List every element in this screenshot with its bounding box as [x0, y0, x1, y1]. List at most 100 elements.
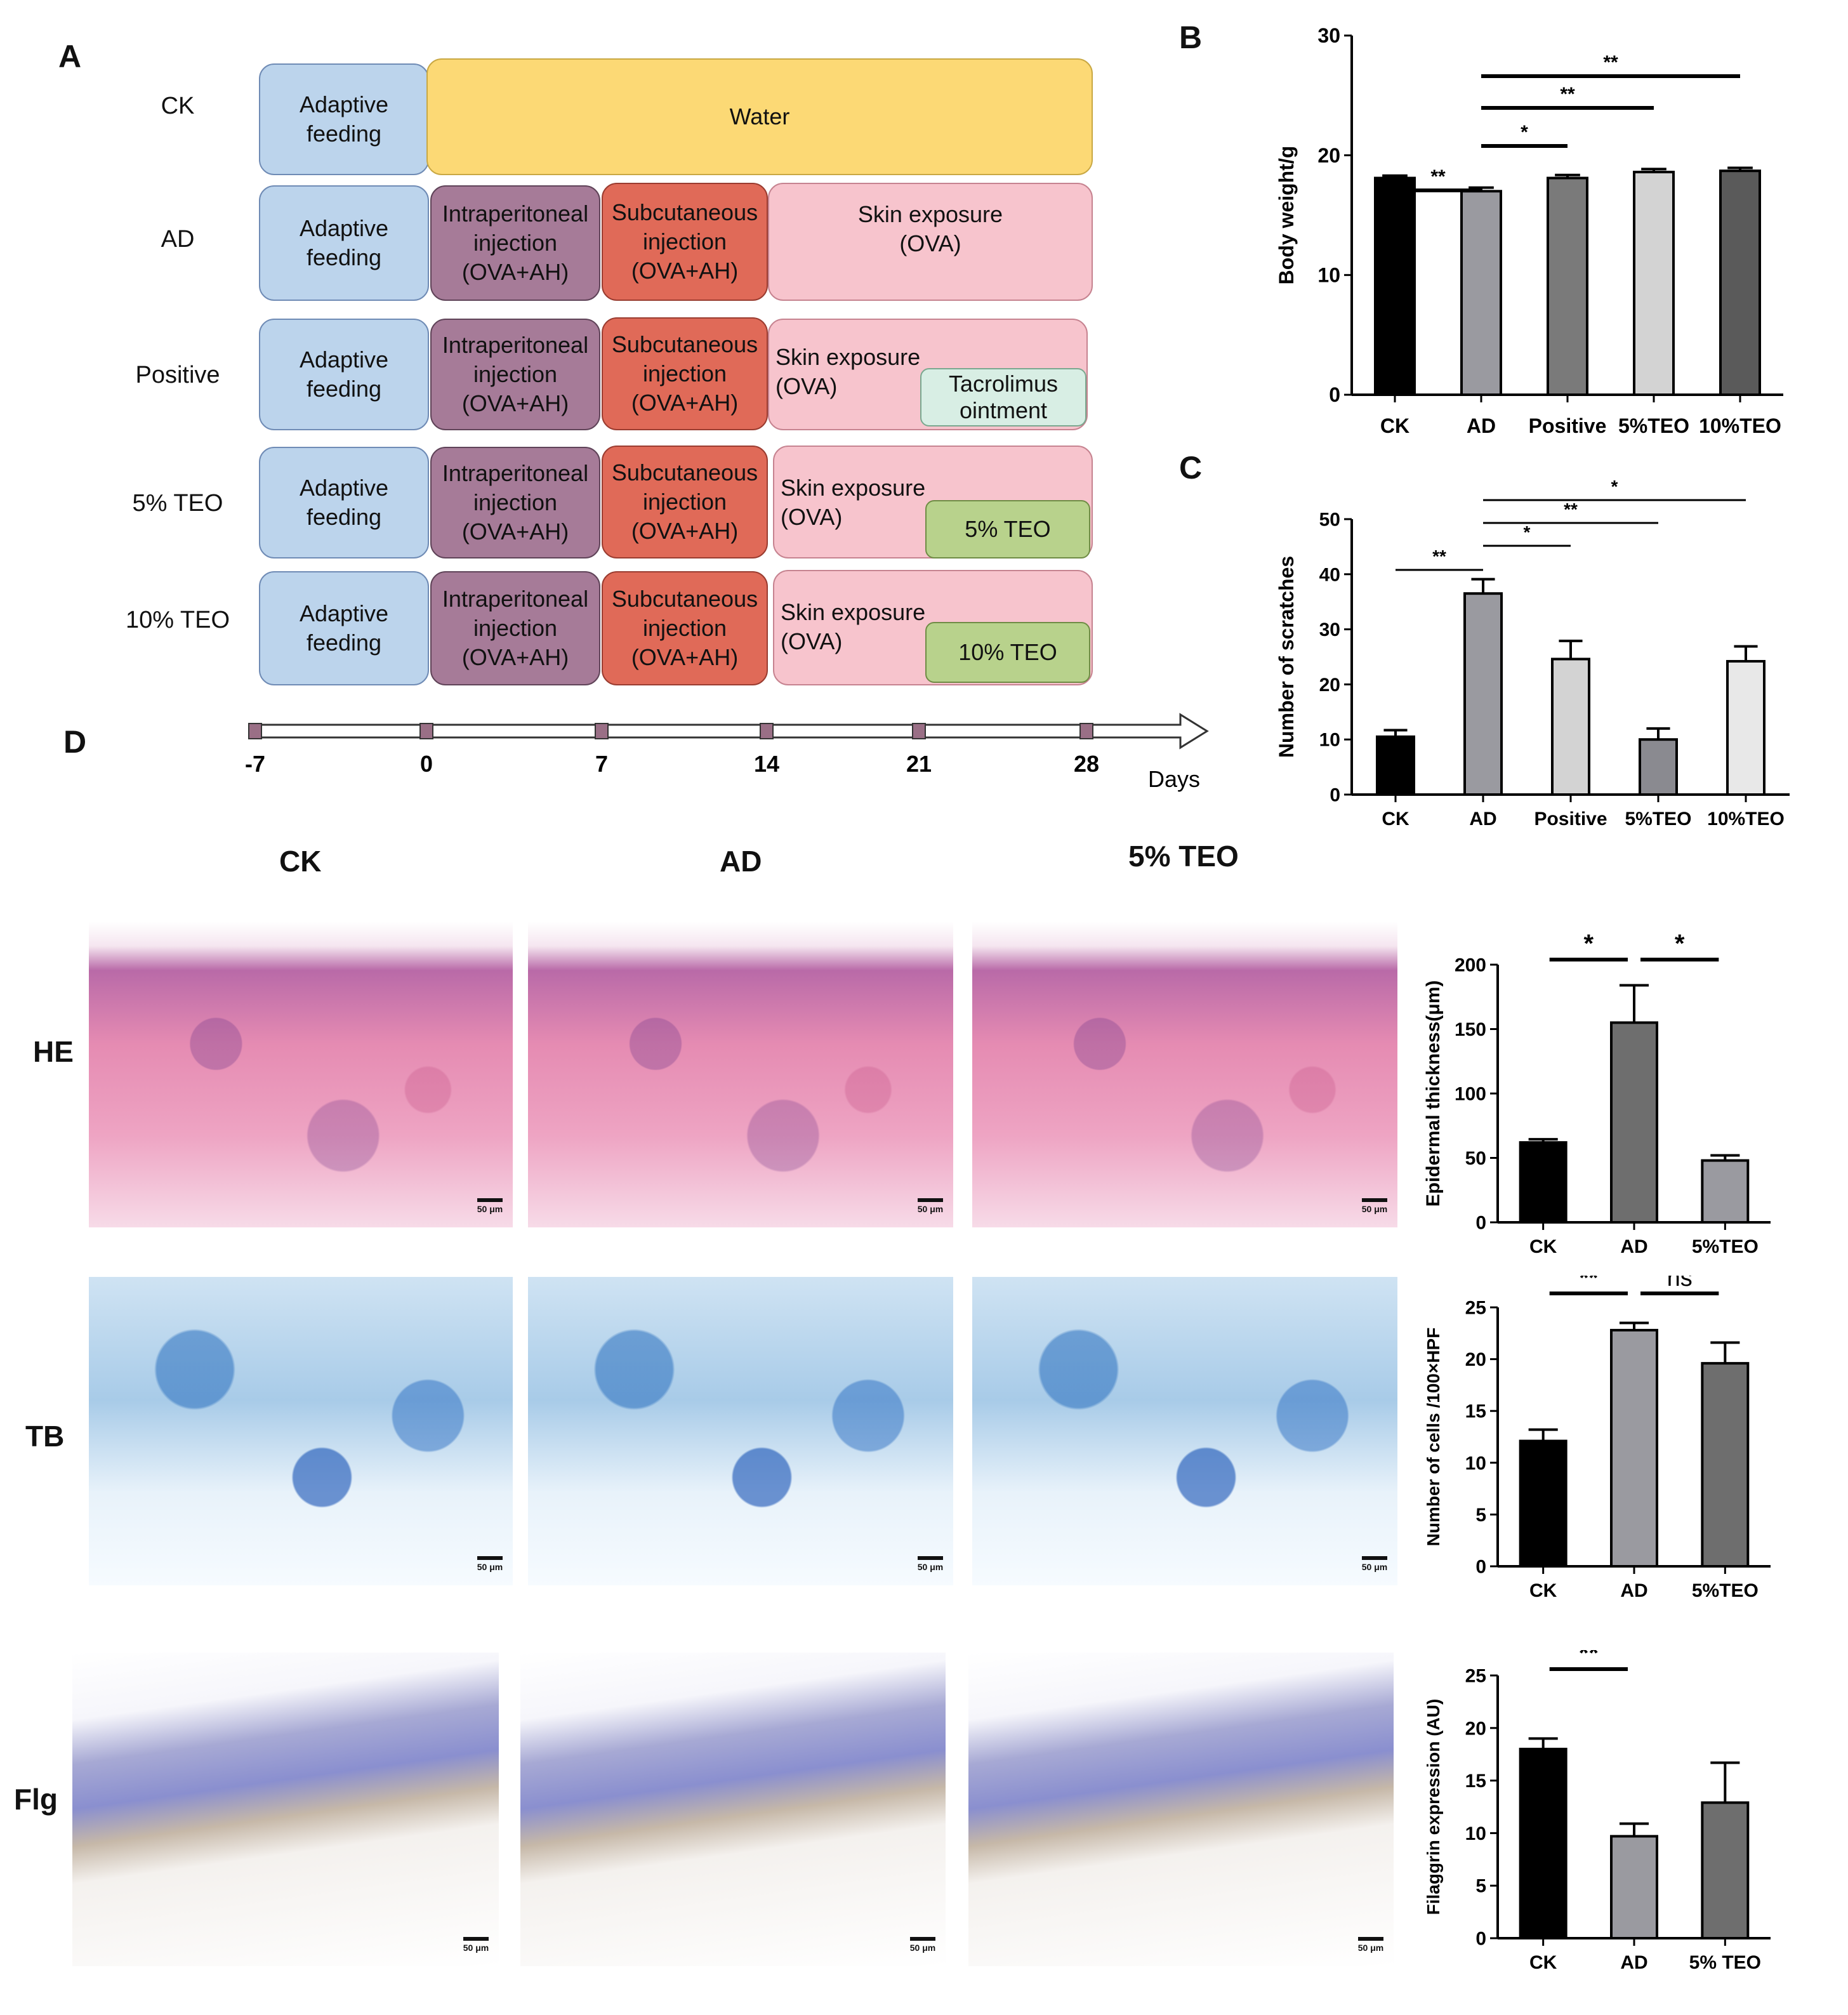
chart-filaggrin: 0 5 10 15 20 25 Filaggrin expression (AU) CK AD 5… [1423, 1650, 1771, 1973]
scale-bar: 50 μm [909, 1937, 937, 1959]
significance-label: * [1584, 933, 1594, 958]
bar [1633, 171, 1675, 396]
chart-scratches: 0 10 20 30 40 50 Number of scratches CK AD Positi… [1275, 477, 1790, 829]
x-tick-label: CK [1382, 809, 1409, 829]
x-tick-label: 10%TEO [1707, 809, 1785, 829]
y-axis-label: Epidermal thickness(μm) [1423, 981, 1444, 1207]
significance-label: ** [1430, 166, 1446, 187]
intraperitoneal-box: Intraperitoneal injection (OVA+AH) [430, 185, 600, 301]
group-label-5teo: 5% TEO [132, 490, 223, 517]
x-tick-label: AD [1620, 1952, 1647, 1973]
x-tick-label: 5%TEO [1625, 809, 1691, 829]
x-tick-label: AD [1467, 414, 1496, 437]
y-tick-label: 0 [1475, 1557, 1486, 1578]
significance-label: ** [1580, 1276, 1599, 1292]
timeline: -7 0 7 14 21 28 Days [245, 713, 1209, 792]
subcutaneous-box: Subcutaneous injection (OVA+AH) [602, 571, 768, 685]
y-tick-label: 30 [1319, 619, 1340, 640]
y-tick-label: 0 [1475, 1929, 1486, 1950]
bar [1460, 190, 1502, 396]
subcutaneous-box: Subcutaneous injection (OVA+AH) [602, 317, 768, 430]
adaptive-feeding-box: Adaptive feeding [259, 571, 429, 685]
scale-bar: 50 μm [476, 1198, 504, 1220]
timeline-tick: 7 [595, 751, 608, 777]
teo10-treatment-box: 10% TEO [925, 622, 1090, 683]
bar [1726, 659, 1766, 796]
tb-image-5teo: 50 μm [972, 1277, 1397, 1585]
y-tick-label: 5 [1475, 1505, 1486, 1526]
bar [1610, 1328, 1658, 1568]
x-tick-label: 5% TEO [1689, 1952, 1761, 1973]
x-tick-label: Positive [1534, 809, 1607, 829]
bar [1610, 1835, 1658, 1940]
timeline-unit: Days [1148, 766, 1200, 792]
x-tick-label: Positive [1529, 414, 1607, 437]
intraperitoneal-box: Intraperitoneal injection (OVA+AH) [430, 447, 600, 558]
scale-bar: 50 μm [1361, 1198, 1389, 1220]
x-tick-label: CK [1380, 414, 1409, 437]
y-tick-label: 40 [1319, 564, 1340, 585]
panel-letter-d: D [63, 724, 87, 760]
flg-image-5teo: 50 μm [968, 1653, 1394, 1966]
adaptive-feeding-box: Adaptive feeding [259, 447, 429, 558]
y-tick-label: 0 [1329, 383, 1340, 406]
row-head-flg: Flg [14, 1783, 58, 1816]
bar [1701, 1159, 1750, 1224]
teo5-treatment-box: 5% TEO [925, 500, 1090, 558]
intraperitoneal-box: Intraperitoneal injection (OVA+AH) [430, 571, 600, 685]
y-axis-label: Body weight/g [1275, 146, 1298, 285]
y-tick-label: 25 [1465, 1298, 1486, 1319]
y-tick-label: 50 [1319, 510, 1340, 531]
timeline-marker [760, 723, 774, 739]
y-tick-label: 15 [1465, 1401, 1486, 1422]
scale-bar: 50 μm [1361, 1556, 1389, 1578]
x-tick-label: CK [1529, 1952, 1557, 1973]
tacrolimus-box: Tacrolimus ointment [920, 368, 1086, 426]
he-image-ck: 50 μm [89, 922, 513, 1227]
timeline-arrow [249, 713, 1209, 750]
bar [1376, 735, 1415, 796]
significance-label: * [1611, 477, 1618, 496]
chart-epidermal-thickness: 0 50 100 150 200 Epidermal thickness(μm) CK AD 5… [1423, 933, 1771, 1257]
bar [1547, 176, 1588, 396]
y-tick-label: 100 [1455, 1084, 1486, 1105]
bar [1610, 1021, 1658, 1224]
timeline-marker [419, 723, 433, 739]
significance-label: * [1521, 122, 1528, 143]
flg-image-ad: 50 μm [520, 1653, 946, 1966]
scale-bar: 50 μm [462, 1937, 490, 1959]
timeline-tick: 21 [906, 751, 932, 777]
x-tick-label: CK [1529, 1580, 1557, 1601]
group-label-ck: CK [161, 93, 195, 119]
y-tick-label: 0 [1330, 785, 1340, 806]
panel-letter-b: B [1179, 20, 1203, 55]
bar [1519, 1747, 1568, 1939]
significance-label: ** [1432, 546, 1446, 566]
row-head-he: HE [33, 1035, 74, 1068]
y-tick-label: 20 [1465, 1718, 1486, 1739]
adaptive-feeding-box: Adaptive feeding [259, 319, 429, 430]
adaptive-feeding-box: Adaptive feeding [259, 63, 429, 175]
y-tick-label: 15 [1465, 1771, 1486, 1792]
chart-body-weight: 0 10 20 30 Body weight/g CK AD Positive 5%TEO 10%… [1275, 24, 1783, 437]
timeline-marker [595, 723, 609, 739]
significance-label: ** [1560, 84, 1575, 105]
x-tick-label: 10%TEO [1699, 414, 1781, 437]
y-tick-label: 25 [1465, 1666, 1486, 1687]
y-tick-label: 10 [1465, 1453, 1486, 1474]
y-tick-label: 200 [1455, 955, 1486, 976]
scale-bar: 50 μm [1357, 1937, 1385, 1959]
y-tick-label: 20 [1465, 1349, 1486, 1370]
x-tick-label: AD [1620, 1236, 1647, 1257]
intraperitoneal-box: Intraperitoneal injection (OVA+AH) [430, 319, 600, 430]
he-image-ad: 50 μm [528, 922, 953, 1227]
timeline-marker [1079, 723, 1093, 739]
column-head-ad: AD [720, 845, 762, 878]
y-axis-label: Number of scratches [1275, 556, 1298, 758]
bar [1639, 738, 1678, 796]
group-label-ad: AD [161, 226, 195, 253]
water-box: Water [426, 58, 1093, 175]
panel-letter-c: C [1179, 450, 1203, 486]
bar [1374, 176, 1416, 396]
x-tick-label: 5%TEO [1618, 414, 1689, 437]
